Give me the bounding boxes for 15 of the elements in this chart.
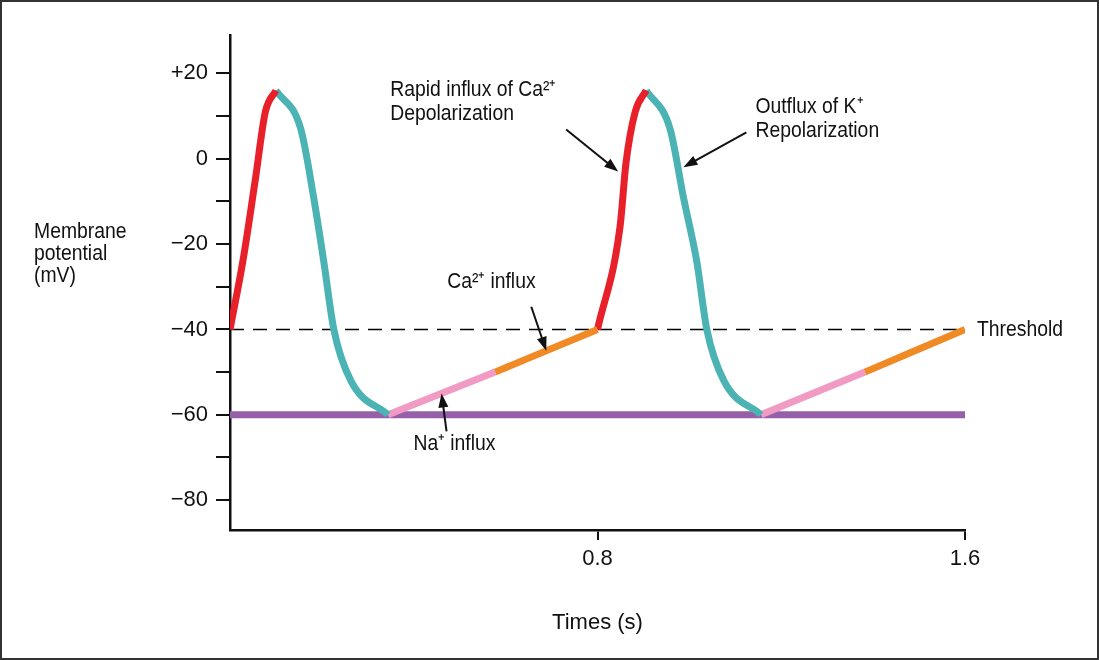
annotation: Outflux of K⁺ Repolarization [755,93,880,142]
y-tick-label: +20 [170,59,208,85]
y-tick-label: −60 [170,400,208,426]
annotation: Na⁺ influx [413,429,496,454]
y-tick-label: −20 [170,230,208,256]
y-tick-label: −40 [170,315,208,341]
y-tick-label: 0 [195,144,208,170]
x-axis-title: Times (s) [552,608,643,634]
annotation: Rapid influx of Ca²⁺ Depolarization [390,75,556,124]
ref-line-label: Threshold [977,315,1064,340]
y-tick-label: −80 [170,486,208,512]
y-axis-title: Membrane potential (mV) [34,218,127,287]
annotation: Ca²⁺ influx [447,267,537,293]
x-tick-label: 1.6 [949,545,981,571]
x-tick-label: 0.8 [582,545,613,571]
